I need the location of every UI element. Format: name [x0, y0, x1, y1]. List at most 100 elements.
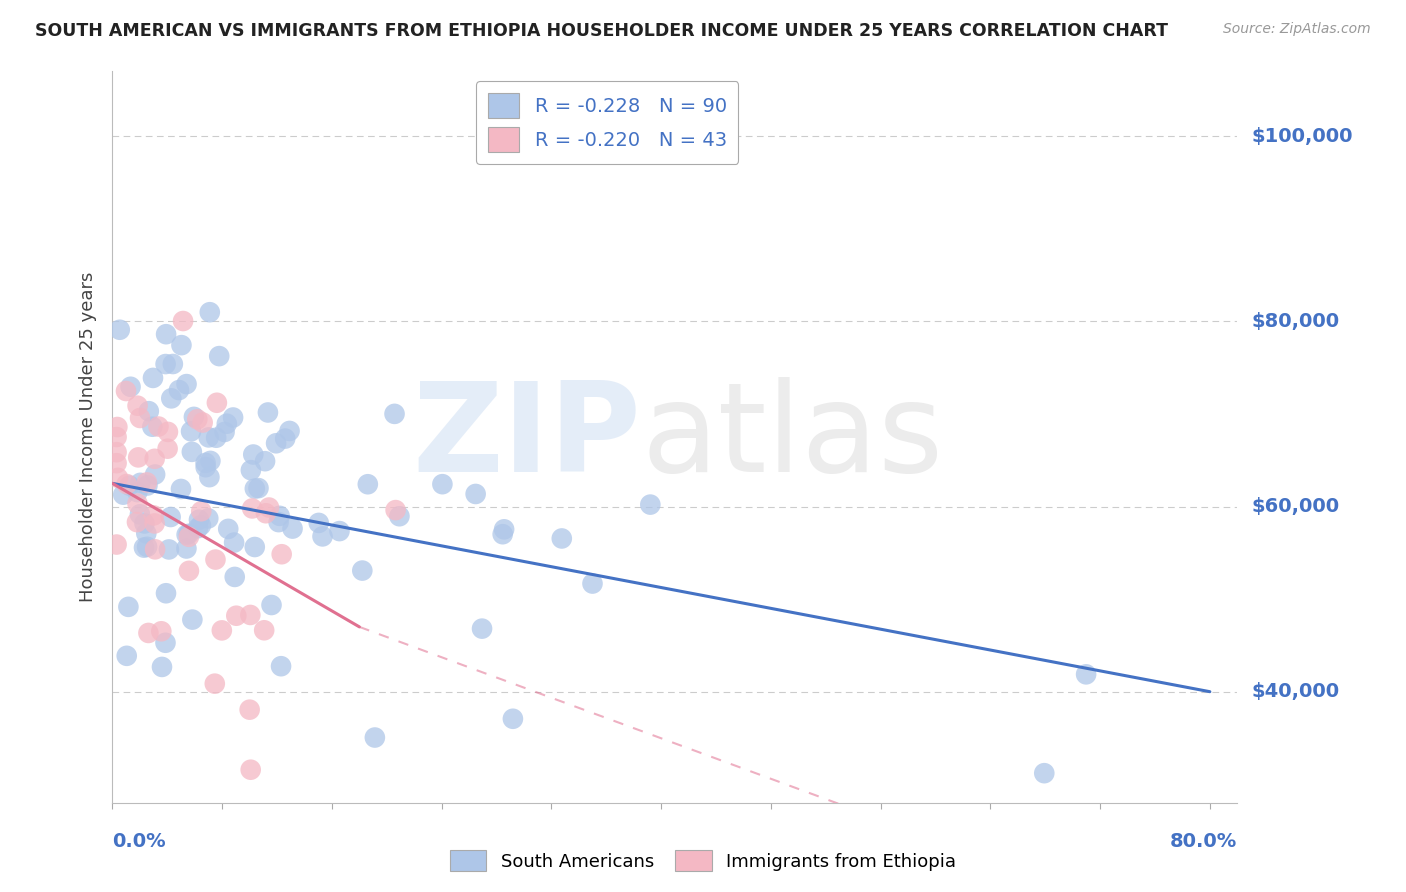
Point: [150, 624, 173, 639]
Legend: South Americans, Immigrants from Ethiopia: South Americans, Immigrants from Ethiopi…: [443, 843, 963, 879]
Point: [239, 763, 262, 777]
Point: [129, 475, 152, 490]
Text: SOUTH AMERICAN VS IMMIGRANTS FROM ETHIOPIA HOUSEHOLDER INCOME UNDER 25 YEARS COR: SOUTH AMERICAN VS IMMIGRANTS FROM ETHIOP…: [35, 22, 1168, 40]
Point: [117, 599, 139, 614]
Point: [160, 392, 183, 406]
Point: [253, 624, 276, 638]
Point: [247, 481, 270, 495]
Point: [127, 399, 149, 413]
Point: [224, 570, 246, 584]
Point: [204, 552, 226, 566]
Text: $60,000: $60,000: [1251, 497, 1340, 516]
Point: [197, 430, 219, 444]
Point: [187, 521, 209, 535]
Point: [640, 498, 662, 512]
Point: [143, 451, 166, 466]
Point: [215, 417, 238, 431]
Point: [127, 485, 149, 500]
Point: [134, 516, 156, 531]
Point: [181, 613, 204, 627]
Point: [136, 478, 159, 492]
Point: [115, 648, 138, 663]
Point: [105, 456, 128, 470]
Point: [143, 516, 166, 531]
Point: [129, 411, 152, 425]
Point: [357, 477, 380, 491]
Point: [142, 371, 165, 385]
Point: [278, 424, 301, 438]
Point: [281, 522, 304, 536]
Point: [257, 500, 280, 515]
Point: [170, 482, 193, 496]
Point: [204, 676, 226, 690]
Point: [198, 305, 221, 319]
Point: [177, 526, 200, 541]
Point: [225, 608, 247, 623]
Point: [243, 482, 266, 496]
Point: [464, 487, 486, 501]
Point: [269, 508, 291, 523]
Point: [176, 377, 198, 392]
Point: [135, 475, 157, 490]
Point: [129, 508, 152, 522]
Point: [155, 327, 177, 342]
Point: [159, 510, 181, 524]
Point: [115, 384, 138, 398]
Legend: R = -0.228   N = 90, R = -0.220   N = 43: R = -0.228 N = 90, R = -0.220 N = 43: [477, 81, 738, 164]
Point: [308, 516, 330, 530]
Point: [197, 511, 219, 525]
Point: [148, 419, 170, 434]
Point: [180, 425, 202, 439]
Point: [156, 442, 179, 456]
Point: [194, 456, 217, 470]
Point: [105, 420, 128, 434]
Point: [127, 497, 149, 511]
Text: $100,000: $100,000: [1251, 127, 1353, 145]
Point: [190, 518, 212, 533]
Point: [257, 405, 280, 419]
Point: [205, 396, 228, 410]
Point: [217, 522, 239, 536]
Point: [492, 527, 515, 541]
Point: [183, 409, 205, 424]
Point: [136, 540, 159, 554]
Text: Source: ZipAtlas.com: Source: ZipAtlas.com: [1223, 22, 1371, 37]
Point: [311, 529, 333, 543]
Point: [254, 506, 277, 520]
Point: [107, 471, 129, 485]
Point: [118, 478, 141, 492]
Point: [143, 467, 166, 482]
Point: [224, 535, 246, 549]
Point: [105, 537, 128, 551]
Point: [115, 477, 138, 491]
Point: [143, 542, 166, 557]
Point: [198, 470, 221, 484]
Point: [200, 454, 222, 468]
Point: [270, 659, 292, 673]
Point: [502, 712, 524, 726]
Point: [138, 404, 160, 418]
Text: ZIP: ZIP: [412, 376, 641, 498]
Point: [239, 463, 262, 477]
Point: [242, 448, 264, 462]
Point: [274, 432, 297, 446]
Point: [243, 540, 266, 554]
Point: [167, 383, 190, 397]
Point: [105, 445, 128, 459]
Point: [384, 407, 406, 421]
Point: [264, 436, 287, 450]
Point: [156, 425, 179, 439]
Point: [270, 547, 292, 561]
Point: [267, 515, 290, 529]
Point: [194, 460, 217, 475]
Point: [112, 488, 135, 502]
Point: [162, 357, 184, 371]
Point: [177, 530, 200, 544]
Point: [432, 477, 454, 491]
Point: [581, 576, 603, 591]
Point: [155, 586, 177, 600]
Point: [132, 541, 155, 555]
Point: [222, 410, 245, 425]
Point: [388, 509, 411, 524]
Y-axis label: Householder Income Under 25 years: Householder Income Under 25 years: [79, 272, 97, 602]
